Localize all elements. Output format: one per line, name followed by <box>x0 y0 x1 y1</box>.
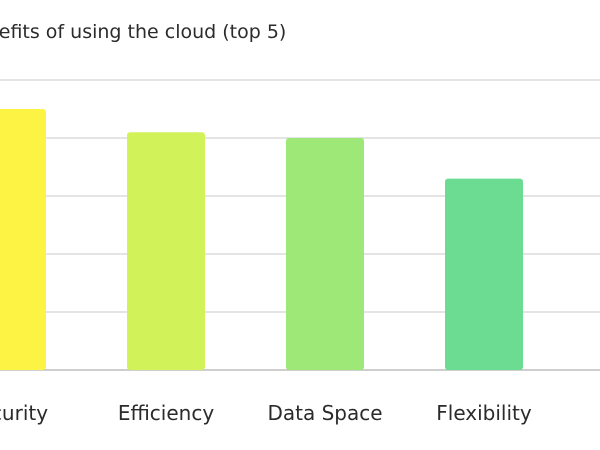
bar-security <box>0 109 46 370</box>
x-tick-label: Security <box>0 401 48 425</box>
x-tick-label: Flexibility <box>436 401 532 425</box>
x-tick-label: Efficiency <box>118 401 215 425</box>
x-tick-labels: SecurityEfficiencyData SpaceFlexibilityS <box>0 401 532 425</box>
bars <box>0 109 523 370</box>
bar-data-space <box>286 138 364 370</box>
chart-title: Benefits of using the cloud (top 5) <box>0 21 286 43</box>
x-tick-label: Data Space <box>267 401 382 425</box>
bar-flexibility <box>445 178 523 370</box>
bar-efficiency <box>127 132 205 370</box>
